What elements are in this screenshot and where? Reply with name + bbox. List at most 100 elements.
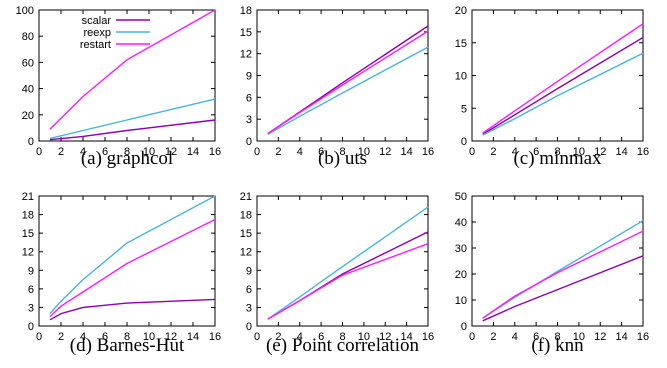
y-tick-label: 40 [455, 217, 467, 229]
x-tick-label: 10 [573, 146, 585, 158]
panel-caption: (e) Point correlation [266, 335, 420, 356]
series-line-restart [49, 218, 216, 318]
y-tick-label: 6 [246, 284, 252, 296]
y-tick-label: 0 [246, 136, 252, 148]
x-tick-label: 4 [297, 331, 303, 343]
x-tick-label: 8 [339, 331, 345, 343]
panel-caption: (c) minmax [513, 148, 602, 169]
y-tick-label: 0 [28, 321, 34, 333]
chart-panel-4: 0 2 4 6 8 10 12 14 16 0 3 6 9 12 15 18 21 (d) Barnes-Hut [22, 191, 221, 356]
x-tick-label: 2 [58, 146, 64, 158]
y-tick-label: 60 [22, 57, 34, 69]
chart-panel-6: 0 2 4 6 8 10 12 14 16 0 10 20 30 40 50 (f) knn [455, 191, 649, 356]
series-line-reexp [49, 195, 216, 315]
y-tick-label: 3 [246, 114, 252, 126]
x-tick-label: 12 [379, 146, 391, 158]
series-line-restart [49, 9, 216, 130]
x-tick-label: 0 [469, 146, 475, 158]
y-tick-label: 21 [240, 191, 252, 203]
chart-panel-1: 0 2 4 6 8 10 12 14 16 0 20 40 60 80 100 (a) graphcol [16, 5, 221, 169]
y-tick-label: 6 [28, 284, 34, 296]
y-tick-label: 5 [461, 103, 467, 115]
y-tick-label: 20 [455, 5, 467, 17]
x-tick-label: 0 [36, 331, 42, 343]
y-tick-label: 10 [455, 295, 467, 307]
series-line-scalar [49, 119, 216, 141]
y-tick-label: 15 [240, 27, 252, 39]
x-tick-label: 2 [490, 331, 496, 343]
x-tick-label: 6 [318, 146, 324, 158]
x-tick-label: 6 [102, 146, 108, 158]
chart-panel-5: 0 2 4 6 8 10 12 14 16 0 3 6 9 12 15 18 21 (e) Point corre… [240, 191, 434, 356]
x-tick-label: 8 [339, 146, 345, 158]
panel-caption: (b) uts [318, 148, 367, 169]
x-tick-label: 16 [422, 146, 434, 158]
x-tick-label: 8 [124, 331, 130, 343]
panel-caption: (f) knn [531, 335, 584, 356]
series-line-reexp [267, 206, 429, 320]
y-tick-label: 9 [28, 265, 34, 277]
y-tick-label: 0 [246, 321, 252, 333]
y-tick-label: 18 [240, 210, 252, 222]
x-tick-label: 12 [165, 331, 177, 343]
y-tick-label: 12 [22, 247, 34, 259]
x-tick-label: 14 [401, 331, 413, 343]
x-tick-label: 0 [254, 331, 260, 343]
x-tick-label: 8 [554, 331, 560, 343]
y-tick-label: 15 [22, 228, 34, 240]
series-line-restart [267, 243, 429, 320]
x-tick-label: 2 [58, 331, 64, 343]
x-tick-label: 10 [358, 331, 370, 343]
x-tick-label: 6 [533, 146, 539, 158]
y-tick-label: 100 [16, 5, 34, 17]
y-tick-label: 12 [240, 247, 252, 259]
x-tick-label: 16 [637, 331, 649, 343]
x-tick-label: 10 [143, 146, 155, 158]
chart-panel-2: 0 2 4 6 8 10 12 14 16 0 3 6 9 12 15 18 (b) uts [240, 5, 434, 169]
y-tick-label: 6 [246, 92, 252, 104]
x-tick-label: 10 [143, 331, 155, 343]
x-tick-label: 14 [187, 146, 199, 158]
series-line-restart [267, 30, 429, 135]
plot-frame [471, 9, 644, 142]
y-tick-label: 20 [22, 110, 34, 122]
x-tick-label: 6 [102, 331, 108, 343]
series-line-scalar [49, 298, 216, 321]
x-tick-label: 2 [490, 146, 496, 158]
x-tick-label: 14 [616, 331, 628, 343]
series-line-reexp [482, 52, 644, 136]
legend-label-scalar: scalar [82, 15, 112, 27]
x-tick-label: 12 [594, 331, 606, 343]
x-tick-label: 8 [124, 146, 130, 158]
y-tick-label: 40 [22, 84, 34, 96]
x-tick-label: 6 [318, 331, 324, 343]
y-tick-label: 15 [455, 38, 467, 50]
y-tick-label: 15 [240, 228, 252, 240]
x-tick-label: 0 [469, 331, 475, 343]
x-tick-label: 0 [254, 146, 260, 158]
x-tick-label: 4 [80, 331, 86, 343]
panel-caption: (d) Barnes-Hut [70, 335, 185, 356]
plot-frame [38, 195, 216, 327]
plot-frame [256, 195, 429, 327]
x-tick-label: 16 [209, 146, 221, 158]
y-tick-label: 9 [246, 71, 252, 83]
x-tick-label: 16 [422, 331, 434, 343]
y-tick-label: 10 [455, 71, 467, 83]
series-line-scalar [267, 231, 429, 320]
y-tick-label: 0 [461, 321, 467, 333]
legend-label-restart: restart [80, 39, 111, 51]
plot-frame [256, 9, 429, 142]
x-tick-label: 6 [533, 331, 539, 343]
y-tick-label: 3 [246, 302, 252, 314]
y-tick-label: 0 [461, 136, 467, 148]
series-line-reexp [267, 46, 429, 136]
series-line-scalar [482, 36, 644, 135]
plot-frame [38, 9, 216, 142]
y-tick-label: 3 [28, 302, 34, 314]
x-tick-label: 4 [80, 146, 86, 158]
x-tick-label: 14 [616, 146, 628, 158]
series-line-scalar [482, 255, 644, 322]
